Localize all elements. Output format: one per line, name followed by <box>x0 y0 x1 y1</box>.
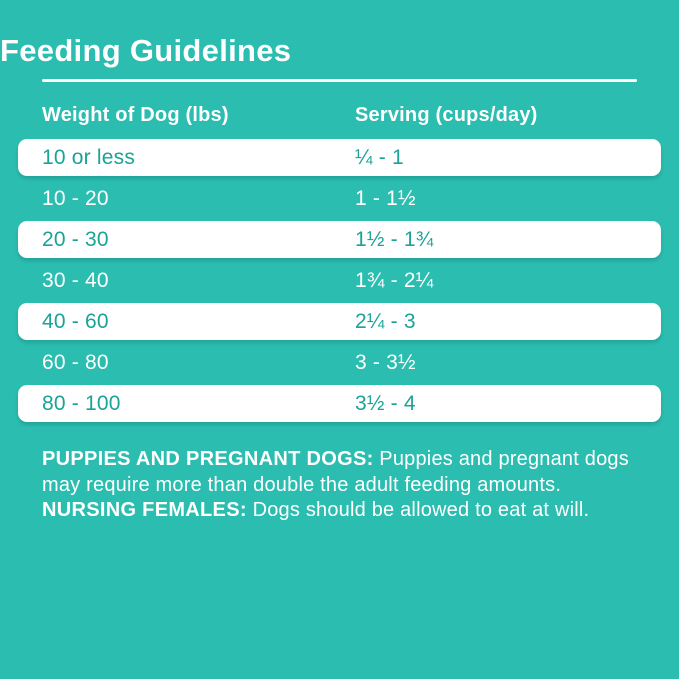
table-row: 10 - 20 1 - 1½ <box>18 180 661 217</box>
weight-cell: 60 - 80 <box>42 350 109 374</box>
serving-cell: 3 - 3½ <box>355 350 416 374</box>
table-row: 60 - 80 3 - 3½ <box>18 344 661 381</box>
column-header-serving: Serving (cups/day) <box>355 104 538 126</box>
serving-cell: ¼ - 1 <box>355 145 404 169</box>
table-header-row: Weight of Dog (lbs) Serving (cups/day) <box>42 103 637 127</box>
table-row: 20 - 30 1½ - 1¾ <box>18 221 661 258</box>
weight-cell: 10 - 20 <box>42 186 109 210</box>
serving-cell: 1½ - 1¾ <box>355 227 434 251</box>
serving-cell: 1 - 1½ <box>355 186 416 210</box>
weight-cell: 40 - 60 <box>42 309 109 333</box>
weight-cell: 80 - 100 <box>42 391 121 415</box>
weight-cell: 30 - 40 <box>42 268 109 292</box>
notes-label-puppies: PUPPIES AND PREGNANT DOGS: <box>42 448 374 470</box>
table-row: 40 - 60 2¼ - 3 <box>18 303 661 340</box>
serving-cell: 3½ - 4 <box>355 391 416 415</box>
column-header-weight: Weight of Dog (lbs) <box>42 104 229 126</box>
feeding-notes: PUPPIES AND PREGNANT DOGS: Puppies and p… <box>42 447 640 524</box>
serving-cell: 2¼ - 3 <box>355 309 416 333</box>
table-row: 10 or less ¼ - 1 <box>18 139 661 176</box>
weight-cell: 10 or less <box>42 145 136 169</box>
notes-text-nursing: Dogs should be allowed to eat at will. <box>246 499 590 521</box>
serving-cell: 1¾ - 2¼ <box>355 268 434 292</box>
notes-label-nursing: NURSING FEMALES: <box>42 499 247 521</box>
notes-text-puppies: Puppies and pregnant dogs may require mo… <box>42 448 629 496</box>
table-row: 80 - 100 3½ - 4 <box>18 385 661 422</box>
page-title: Feeding Guidelines <box>0 33 292 68</box>
table-row: 30 - 40 1¾ - 2¼ <box>18 262 661 299</box>
weight-cell: 20 - 30 <box>42 227 109 251</box>
feeding-table: 10 or less ¼ - 1 10 - 20 1 - 1½ 20 - 30 1½ - … <box>18 139 661 422</box>
feeding-guidelines-panel: Feeding Guidelines Weight of Dog (lbs) S… <box>0 33 661 524</box>
title-underline <box>42 79 637 82</box>
